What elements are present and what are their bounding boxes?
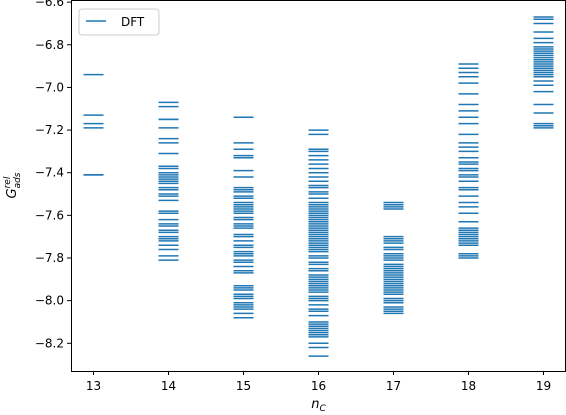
y-tick-label: −6.6 (35, 0, 64, 9)
y-tick-label: −7.6 (35, 208, 64, 222)
y-axis-label: Grelads (3, 172, 23, 198)
x-tick-label: 13 (86, 379, 101, 393)
x-tick-label: 16 (311, 379, 326, 393)
legend-box (78, 8, 160, 36)
legend-label-dft: DFT (121, 15, 145, 29)
x-tick-label: 17 (386, 379, 401, 393)
y-axis-label-subscript: ads (13, 172, 23, 188)
data-marks (83, 16, 554, 357)
y-tick-label: −6.8 (35, 38, 64, 52)
y-tick-label: −8.2 (35, 336, 64, 350)
y-tick-label: −7.4 (35, 166, 64, 180)
y-axis-ticks: −8.2 −8.0 −7.8 −7.6 −7.4 −7.2 −7.0 −6.8 −6.6 (35, 0, 71, 350)
x-axis-label-main: n (311, 397, 319, 412)
x-tick-label: 18 (461, 379, 476, 393)
x-axis-label: nC (311, 397, 326, 414)
x-tick-label: 14 (161, 379, 176, 393)
y-tick-label: −8.0 (35, 294, 64, 308)
x-axis-label-subscript: C (319, 404, 326, 414)
x-tick-label: 15 (236, 379, 251, 393)
y-axis-label-main: G (5, 188, 20, 198)
x-tick-label: 19 (536, 379, 551, 393)
y-tick-label: −7.0 (35, 80, 64, 94)
x-axis-ticks: 13 14 15 16 17 18 19 (86, 371, 551, 393)
y-tick-label: −7.2 (35, 123, 64, 137)
legend: DFT (78, 8, 160, 36)
y-axis-label-superscript: rel (3, 176, 13, 188)
y-tick-label: −7.8 (35, 251, 64, 265)
